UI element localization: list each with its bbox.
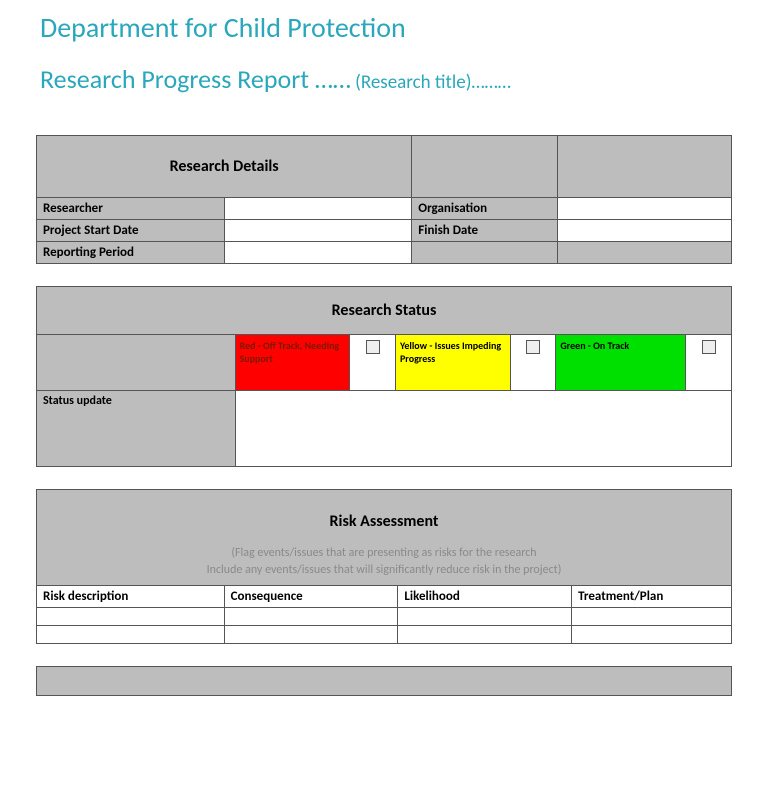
research-details-table: Research Details Researcher Organisation… [36,135,732,264]
risk-cell[interactable] [398,607,572,625]
risk-section-title: Risk Assessment [43,512,725,531]
status-yellow-block: Yellow - Issues Impeding Progress [395,335,510,391]
reporting-blank1 [412,242,558,264]
status-red-block: Red - Off Track, Needing Support [235,335,350,391]
reporting-blank2 [558,242,732,264]
risk-col-treatment: Treatment/Plan [572,585,732,607]
research-status-table: Research Status Red - Off Track, Needing… [36,286,732,467]
status-update-label: Status update [37,391,236,467]
risk-section-title-cell: Risk Assessment (Flag events/issues that… [37,490,732,586]
risk-note-line2: Include any events/issues that will sign… [207,563,562,577]
next-section-bar [36,666,732,696]
risk-note: (Flag events/issues that are presenting … [43,545,725,579]
risk-assessment-table: Risk Assessment (Flag events/issues that… [36,489,732,644]
researcher-label: Researcher [37,198,225,220]
researcher-value[interactable] [224,198,412,220]
risk-note-line1: (Flag events/issues that are presenting … [231,546,536,560]
status-yellow-checkbox-cell [510,335,556,391]
checkbox-icon[interactable] [702,340,716,354]
title-prefix: Research Progress Report …… [40,63,351,95]
risk-cell[interactable] [224,625,398,643]
risk-col-likelihood: Likelihood [398,585,572,607]
status-green-block: Green - On Track [556,335,686,391]
details-hdr-blank1 [412,136,558,198]
page-title-line2: Research Progress Report …… (Research ti… [40,63,732,95]
finish-date-value[interactable] [558,220,732,242]
risk-cell[interactable] [37,607,225,625]
details-section-title: Research Details [37,136,412,198]
risk-cell[interactable] [398,625,572,643]
risk-cell[interactable] [224,607,398,625]
risk-cell[interactable] [37,625,225,643]
page-title-line1: Department for Child Protection [40,10,732,45]
risk-cell[interactable] [572,607,732,625]
organisation-label: Organisation [412,198,558,220]
organisation-value[interactable] [558,198,732,220]
risk-row [37,607,732,625]
checkbox-icon[interactable] [366,340,380,354]
details-hdr-blank2 [558,136,732,198]
reporting-period-label: Reporting Period [37,242,225,264]
risk-row [37,625,732,643]
risk-cell[interactable] [572,625,732,643]
checkbox-icon[interactable] [526,340,540,354]
finish-date-label: Finish Date [412,220,558,242]
risk-col-consequence: Consequence [224,585,398,607]
risk-col-description: Risk description [37,585,225,607]
title-subtitle: (Research title)……… [351,71,511,94]
page-container: Department for Child Protection Research… [0,0,768,716]
reporting-period-value[interactable] [224,242,412,264]
status-red-checkbox-cell [350,335,396,391]
status-row-label-blank [37,335,236,391]
status-section-title: Research Status [37,287,732,335]
start-date-value[interactable] [224,220,412,242]
status-green-checkbox-cell [686,335,732,391]
start-date-label: Project Start Date [37,220,225,242]
status-update-value[interactable] [235,391,731,467]
